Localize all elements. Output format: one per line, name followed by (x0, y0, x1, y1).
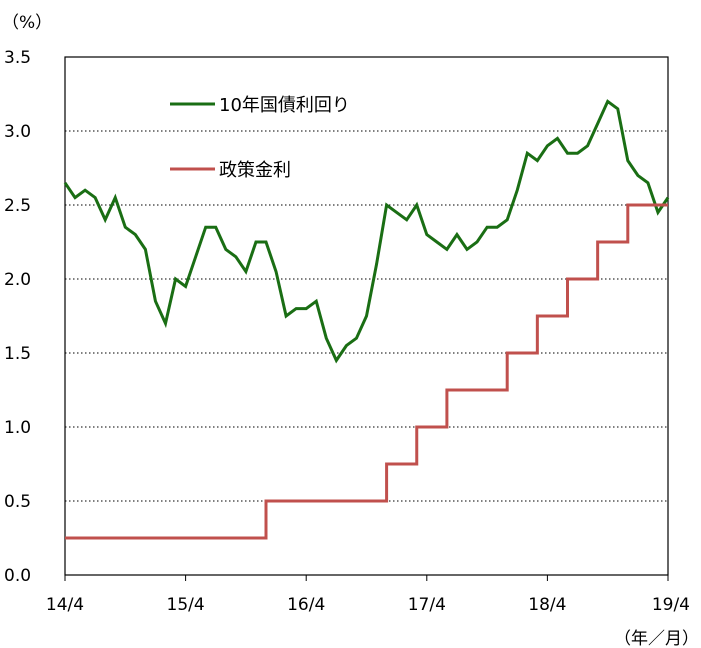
y-tick-label: 0.0 (4, 566, 31, 586)
series-lines (63, 99, 670, 540)
x-tick-label: 15/4 (167, 595, 205, 615)
y-tick-label: 1.5 (4, 344, 31, 364)
plot-area-frame (64, 56, 669, 576)
series-line-0 (63, 99, 670, 364)
x-tick-label: 17/4 (408, 595, 446, 615)
y-tick-label: 0.5 (4, 492, 31, 512)
x-axis-ticks: 14/4 15/4 16/4 17/4 18/4 19/4 (46, 575, 690, 615)
x-tick-label: 19/4 (652, 595, 690, 615)
y-axis-unit-label: （%） (2, 13, 52, 33)
x-tick-label: 14/4 (46, 595, 84, 615)
legend-label: 10年国債利回り (219, 95, 350, 116)
y-tick-label: 2.5 (4, 196, 31, 216)
x-tick-label: 16/4 (287, 595, 325, 615)
legend-label: 政策金利 (219, 160, 291, 181)
y-tick-label: 2.0 (4, 270, 31, 290)
x-tick-label: 18/4 (528, 595, 566, 615)
x-axis-unit-label: （年／月） (614, 629, 699, 648)
series-line-1 (65, 203, 668, 540)
y-tick-label: 3.0 (4, 122, 31, 142)
y-axis-ticks: 0.0 0.5 1.0 1.5 2.0 2.5 3.0 3.5 (4, 48, 31, 586)
y-tick-label: 3.5 (4, 48, 31, 68)
y-tick-label: 1.0 (4, 418, 31, 438)
